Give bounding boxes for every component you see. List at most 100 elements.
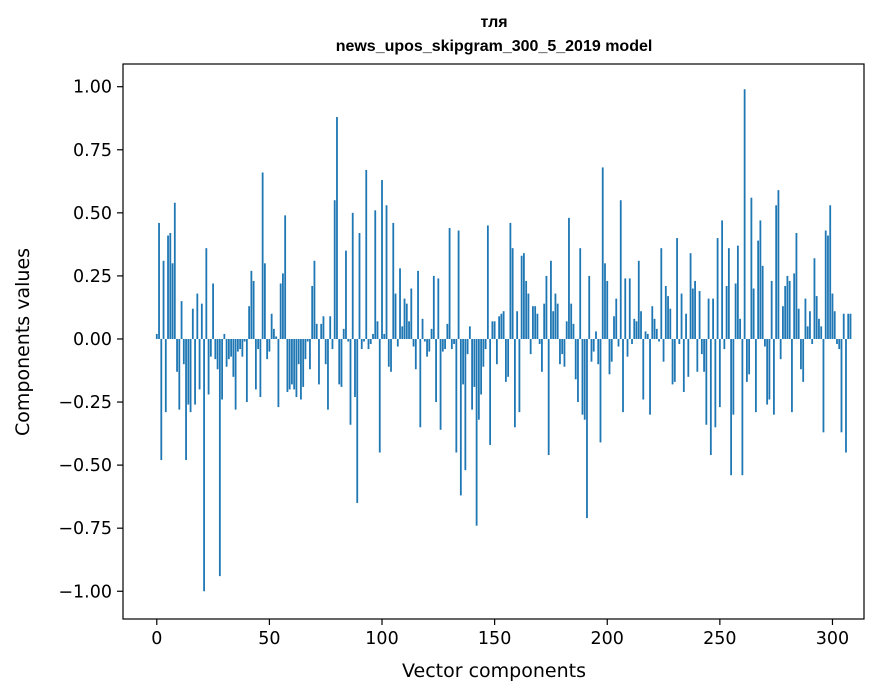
bar-244 — [705, 338, 708, 425]
bar-270 — [764, 338, 766, 347]
bar-35 — [234, 338, 237, 410]
bar-206 — [619, 200, 622, 339]
bar-105 — [392, 222, 395, 339]
bar-7 — [171, 263, 174, 339]
bar-299 — [829, 205, 832, 339]
bar-293 — [815, 296, 818, 339]
bar-268 — [759, 220, 762, 339]
bar-286 — [800, 338, 802, 370]
bar-290 — [809, 311, 811, 339]
bar-216 — [642, 338, 645, 400]
bar-185 — [572, 323, 575, 339]
bar-225 — [662, 338, 665, 362]
x-tick-label: 50 — [258, 629, 280, 649]
bar-131 — [450, 338, 453, 350]
bar-179 — [559, 338, 561, 365]
bar-10 — [178, 338, 181, 410]
bar-289 — [806, 326, 809, 339]
bar-70 — [313, 260, 316, 339]
bar-243 — [703, 338, 705, 372]
bar-6 — [169, 233, 172, 339]
bar-146 — [484, 338, 487, 350]
bar-87 — [351, 212, 354, 339]
bar-59 — [288, 338, 291, 390]
bar-14 — [187, 338, 190, 405]
bar-38 — [241, 338, 244, 357]
bar-45 — [257, 338, 260, 350]
bar-307 — [847, 313, 850, 339]
bar-86 — [349, 338, 352, 425]
bar-8 — [173, 202, 176, 339]
bar-177 — [554, 293, 557, 339]
bar-234 — [682, 338, 685, 392]
axes: 0 50 100 150 200 250 300 1.00 0.75 0.50 0.25 0.00 −0… — [58, 63, 865, 649]
bar-308 — [849, 313, 852, 339]
bar-259 — [739, 318, 742, 339]
bar-224 — [660, 248, 663, 339]
bar-53 — [275, 336, 278, 339]
bar-0 — [155, 333, 158, 339]
bar-49 — [266, 338, 269, 360]
bar-158 — [511, 248, 514, 339]
bar-193 — [590, 338, 593, 362]
y-tick-label: −0.50 — [58, 456, 112, 476]
bar-301 — [833, 311, 836, 339]
bar-90 — [358, 233, 361, 339]
bar-144 — [480, 338, 483, 395]
bar-123 — [432, 275, 435, 339]
bar-55 — [279, 283, 282, 339]
bar-237 — [689, 253, 692, 339]
bar-226 — [664, 286, 667, 339]
bar-220 — [651, 306, 654, 339]
bar-126 — [439, 338, 442, 430]
bar-93 — [365, 169, 368, 339]
bar-159 — [514, 338, 516, 428]
bar-287 — [802, 338, 805, 382]
bar-292 — [813, 258, 816, 339]
bar-81 — [338, 338, 341, 385]
bar-154 — [502, 311, 505, 339]
bar-67 — [306, 338, 309, 342]
x-tick-label: 200 — [591, 629, 624, 649]
bar-147 — [486, 225, 489, 339]
bar-94 — [367, 338, 370, 350]
bar-108 — [399, 268, 401, 339]
bar-52 — [273, 328, 275, 339]
bar-213 — [635, 321, 638, 339]
bar-197 — [599, 338, 602, 443]
bar-233 — [680, 293, 683, 339]
bar-180 — [561, 338, 564, 355]
bar-160 — [516, 311, 519, 339]
bar-61 — [293, 338, 296, 390]
bar-156 — [507, 338, 510, 377]
bar-174 — [547, 338, 550, 456]
y-tick-label: 0.25 — [73, 267, 112, 287]
bar-298 — [827, 235, 829, 339]
bar-107 — [396, 338, 399, 347]
bar-128 — [444, 338, 446, 350]
x-axis-label: Vector components — [402, 660, 586, 682]
bar-282 — [791, 338, 793, 413]
x-tick-label: 250 — [703, 629, 736, 649]
bar-129 — [446, 323, 449, 339]
y-tick-label: −1.00 — [58, 582, 112, 602]
bar-306 — [845, 338, 847, 453]
bar-200 — [606, 280, 609, 339]
bar-69 — [311, 286, 314, 339]
bar-133 — [455, 338, 458, 453]
bar-140 — [471, 338, 473, 410]
bar-281 — [788, 280, 791, 339]
bar-164 — [525, 280, 528, 339]
bar-80 — [336, 116, 338, 339]
bar-2 — [160, 338, 163, 461]
bar-137 — [464, 338, 467, 471]
bar-103 — [387, 338, 390, 367]
bar-303 — [838, 338, 841, 350]
bar-143 — [477, 338, 480, 420]
bar-79 — [333, 200, 336, 339]
bar-240 — [696, 338, 699, 372]
bar-187 — [577, 338, 579, 403]
bar-96 — [372, 333, 374, 339]
bar-77 — [329, 316, 332, 339]
